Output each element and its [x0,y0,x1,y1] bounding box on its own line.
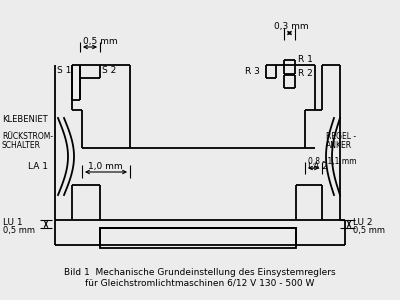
Text: 0,8 - 1,1 mm: 0,8 - 1,1 mm [308,157,356,166]
Text: REGEL -: REGEL - [326,132,356,141]
Text: LA 1: LA 1 [28,162,48,171]
Text: LU 2: LU 2 [353,218,372,227]
Text: S 2: S 2 [102,66,116,75]
Text: 0,5 mm: 0,5 mm [3,226,35,235]
Text: ANKER: ANKER [326,141,352,150]
Text: SCHALTER: SCHALTER [2,141,41,150]
Text: S 1: S 1 [57,66,71,75]
Text: KLEBENIET: KLEBENIET [2,115,48,124]
Text: LA 2: LA 2 [308,162,328,171]
Text: für Gleichstromlichtmaschinen 6/12 V 130 - 500 W: für Gleichstromlichtmaschinen 6/12 V 130… [85,279,315,288]
Bar [100,228,296,248]
Text: Bild 1  Mechanische Grundeinstellung des Einsystemreglers: Bild 1 Mechanische Grundeinstellung des … [64,268,336,277]
Text: 0,5 mm: 0,5 mm [353,226,385,235]
Text: 0,5 mm: 0,5 mm [83,37,118,46]
Text: R 1: R 1 [298,55,313,64]
Text: R 2: R 2 [298,69,313,78]
Text: LU 1: LU 1 [3,218,23,227]
Text: R 3: R 3 [245,67,260,76]
Text: 0,3 mm: 0,3 mm [274,22,309,31]
Text: 1,0 mm: 1,0 mm [88,162,123,171]
Text: RÜCKSTROM-: RÜCKSTROM- [2,132,53,141]
Bar [100,228,296,245]
